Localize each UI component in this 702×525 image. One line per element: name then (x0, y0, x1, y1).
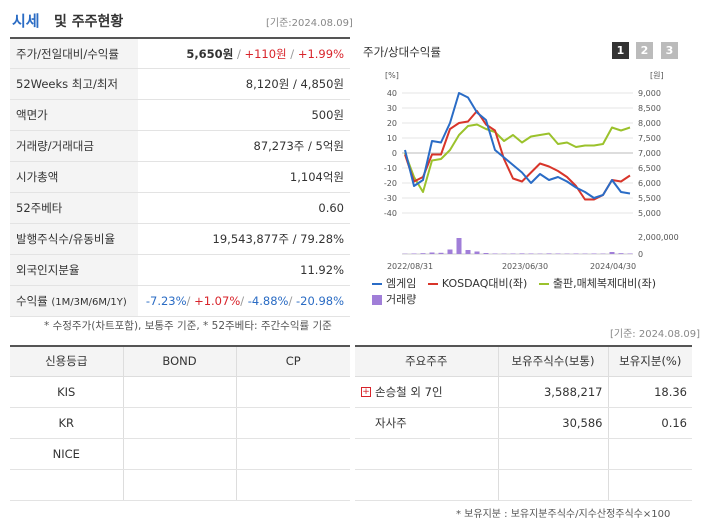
series-line-sector (404, 123, 631, 193)
price-chart: [%] [원] 40 30 20 10 0 -10 -20 -30 -40 9,000 8,500 8,0… (384, 71, 679, 271)
return-1y: -20.98% (296, 293, 344, 308)
left-tick-label: -30 (384, 194, 397, 203)
volume-bar (483, 253, 489, 254)
volume-bar (447, 249, 453, 254)
x-tick-label: 2024/04/30 (590, 262, 636, 271)
table-row: KIS (10, 376, 350, 408)
row-market-cap: 시가총액 1,104억원 (10, 161, 350, 193)
chart-legend: 엠게임 KOSDAQ대비(좌) 출판,매체복제대비(좌) 거래량 (372, 276, 692, 308)
holders-note: * 보유지분 : 보유지분주식수/지수산정주식수×100 (456, 509, 671, 520)
right-tick-label: 7,000 (638, 149, 661, 158)
right-tick-label: 6,000 (638, 179, 661, 188)
right-tick-label: 8,500 (638, 104, 661, 113)
price-rate: +1.99% (297, 46, 344, 61)
label: 주가/전일대비/수익률 (10, 38, 138, 70)
row-foreign: 외국인지분율 11.92% (10, 254, 350, 286)
table-row: 자사주 30,586 0.16 (355, 407, 692, 439)
legend-kosdaq: KOSDAQ대비(좌) (427, 276, 527, 292)
return-3m: +1.07% (194, 293, 241, 308)
volume-bar (465, 250, 471, 254)
row-returns: 수익률 (1M/3M/6M/1Y) -7.23%/ +1.07%/ -4.88%… (10, 285, 350, 317)
right-tick-label: 7,500 (638, 134, 661, 143)
right-tick-label: 8,000 (638, 119, 661, 128)
volume-tick-label: 2,000,000 (638, 233, 679, 242)
volume-bar (510, 253, 516, 254)
table-row: KR (10, 407, 350, 439)
volume-bar (627, 253, 633, 254)
volume-bar (519, 253, 525, 254)
left-tick-label: 40 (387, 89, 397, 98)
volume-bar (438, 252, 444, 254)
left-tick-label: -20 (384, 179, 397, 188)
right-tick-label: 5,000 (638, 209, 661, 218)
row-face-value: 액면가 500원 (10, 99, 350, 132)
expand-icon[interactable]: + (361, 387, 371, 397)
chart-page-1-button[interactable]: 1 (612, 42, 629, 59)
volume-bar (474, 251, 480, 254)
volume-bar (591, 253, 597, 254)
x-tick-label: 2022/08/31 (387, 262, 433, 271)
volume-bar (555, 253, 561, 254)
volume-bar (429, 252, 435, 254)
x-tick-label: 2023/06/30 (502, 262, 548, 271)
volume-bar (492, 253, 498, 254)
right-tick-label: 6,500 (638, 164, 661, 173)
row-volume: 거래량/거래대금 87,273주 / 5억원 (10, 130, 350, 163)
row-price: 주가/전일대비/수익률 5,650원 / +110원 / +1.99% (10, 38, 350, 70)
volume-bar (546, 253, 552, 254)
row-shares: 발행주식수/유동비율 19,543,877주 / 79.28% (10, 223, 350, 255)
section-title-rest: 및 주주현황 (54, 14, 124, 30)
table-row (355, 438, 692, 470)
section-title-main: 시세 (12, 12, 40, 30)
holder-name: 자사주 (355, 407, 498, 439)
legend-price: 엠게임 (372, 276, 416, 292)
right-tick-label: 9,000 (638, 89, 661, 98)
holder-name: 손승철 외 7인 (375, 384, 443, 399)
volume-bar (573, 253, 579, 254)
price-note: * 수정주가(차트포함), 보통주 기준, * 52주베타: 주간수익률 기준 (44, 320, 332, 332)
series-line-kosdaq (404, 110, 631, 201)
section-header: 시세 및 주주현황 (10, 8, 350, 32)
base-date: [기준:2024.08.09] (266, 18, 353, 29)
table-row: + 손승철 외 7인 3,588,217 18.36 (355, 376, 692, 408)
chart-title: 주가/상대수익률 (363, 45, 441, 59)
price-change: +110원 (244, 46, 287, 61)
left-tick-label: 10 (387, 134, 397, 143)
left-tick-label: -10 (384, 164, 397, 173)
credit-table: 신용등급 BOND CP KIS KR NICE (10, 345, 350, 501)
right-tick-label: 5,500 (638, 194, 661, 203)
legend-sector: 출판,매체복제대비(좌) (538, 276, 656, 292)
left-tick-label: 30 (387, 104, 397, 113)
left-tick-label: -40 (384, 209, 397, 218)
current-price: 5,650원 (186, 46, 234, 61)
return-1m: -7.23% (145, 293, 187, 308)
volume-bar (609, 252, 615, 254)
left-axis-unit: [%] (385, 71, 399, 80)
volume-bar (411, 253, 417, 254)
holders-table: 주요주주 보유주식수(보통) 보유지분(%) + 손승철 외 7인 3,588,2… (355, 345, 692, 501)
volume-tick-zero: 0 (638, 250, 643, 259)
left-tick-label: 0 (392, 149, 397, 158)
table-row (10, 469, 350, 501)
price-info-table: 주가/전일대비/수익률 5,650원 / +110원 / +1.99% 52We… (10, 37, 350, 317)
volume-bar (618, 253, 624, 254)
left-tick-label: 20 (387, 119, 397, 128)
chart-page-2-button[interactable]: 2 (636, 42, 653, 59)
chart-page-3-button[interactable]: 3 (661, 42, 678, 59)
volume-bar (528, 253, 534, 254)
return-6m: -4.88% (247, 293, 289, 308)
row-beta: 52주베타 0.60 (10, 192, 350, 224)
table-row: NICE (10, 438, 350, 470)
holders-base-date: [기준: 2024.08.09] (610, 329, 701, 340)
series-line-price (404, 92, 631, 199)
volume-bar (456, 238, 462, 254)
table-row (355, 469, 692, 501)
legend-volume: 거래량 (372, 292, 416, 308)
row-52weeks: 52Weeks 최고/최저 8,120원 / 4,850원 (10, 68, 350, 101)
volume-bar (420, 253, 426, 254)
right-axis-unit: [원] (650, 71, 664, 80)
